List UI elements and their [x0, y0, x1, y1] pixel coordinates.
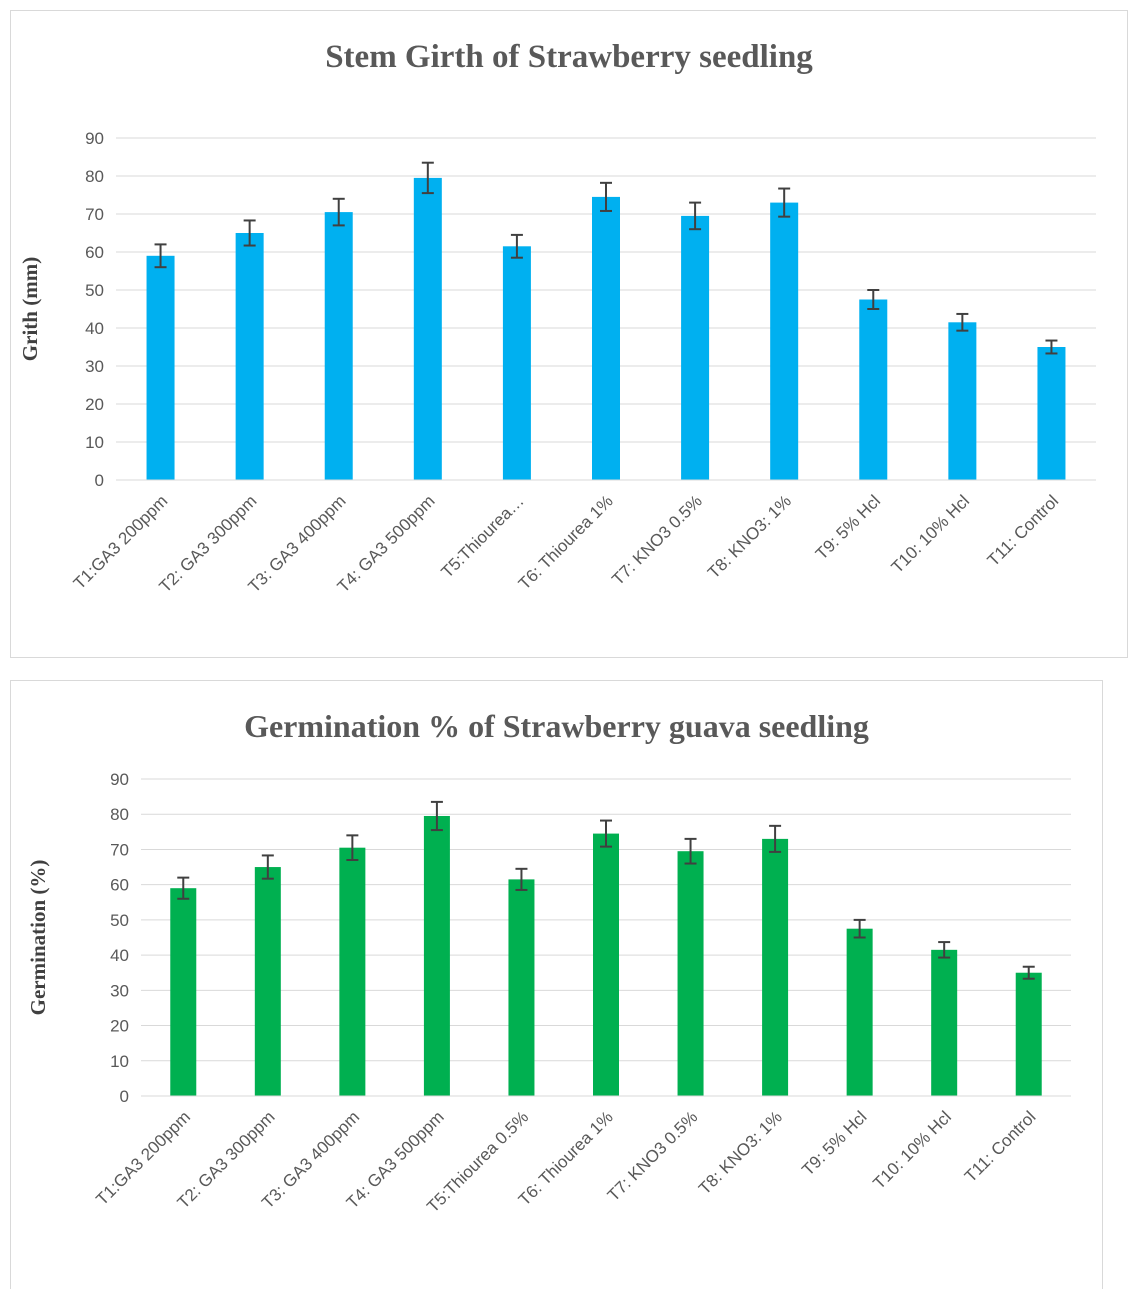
- y-tick-label: 60: [110, 876, 129, 895]
- y-tick-label: 50: [110, 911, 129, 930]
- y-tick-label: 0: [120, 1087, 129, 1106]
- y-axis-label: Grith (mm): [18, 257, 42, 361]
- x-tick-label: T11: Control: [961, 1107, 1040, 1186]
- x-tick-label: T5:Thiourea…: [437, 491, 527, 581]
- y-tick-label: 30: [85, 357, 104, 376]
- y-tick-label: 20: [110, 1017, 129, 1036]
- stem-girth-chart: Stem Girth of Strawberry seedling 0 10 20 3…: [10, 10, 1128, 658]
- bar: [339, 847, 366, 1096]
- bar: [1037, 347, 1066, 480]
- x-tick-label: T10: 10% Hcl: [869, 1107, 955, 1193]
- y-tick-label: 60: [85, 243, 104, 262]
- y-tick-label: 50: [85, 281, 104, 300]
- y-tick-label: 90: [110, 770, 129, 789]
- bar: [931, 949, 958, 1096]
- x-tick-label: T9: 5% Hcl: [812, 491, 884, 563]
- y-tick-label: 70: [110, 840, 129, 859]
- bar: [681, 215, 710, 480]
- bar: [770, 202, 799, 480]
- y-tick-label: 40: [85, 319, 104, 338]
- y-tick-label: 10: [110, 1052, 129, 1071]
- bar: [254, 867, 281, 1096]
- y-tick-label: 90: [85, 129, 104, 148]
- bar: [762, 838, 789, 1096]
- bar: [846, 928, 873, 1096]
- bar: [170, 888, 197, 1096]
- x-tick-label: T7: KNO3 0.5%: [604, 1107, 702, 1205]
- bar: [1015, 972, 1042, 1096]
- y-tick-label: 20: [85, 395, 104, 414]
- stem-girth-plot: 0 10 20 30 40 50 60 70 80 90 Grith (mm) T1:GA3 200p…: [18, 129, 1096, 596]
- x-tick-label: T4: GA3 500ppm: [334, 491, 439, 596]
- x-tick-label: T9: 5% Hcl: [798, 1107, 870, 1179]
- bar: [508, 879, 535, 1096]
- bar: [502, 246, 531, 480]
- x-tick-label: T3: GA3 400ppm: [245, 491, 350, 596]
- y-tick-label: 30: [110, 981, 129, 1000]
- y-axis-label: Germination (%): [26, 860, 50, 1016]
- bar: [324, 212, 353, 480]
- y-tick-label: 0: [95, 471, 104, 490]
- x-tick-label: T1:GA3 200ppm: [70, 491, 172, 593]
- x-tick-label: T11: Control: [984, 491, 1063, 570]
- y-tick-label: 10: [85, 433, 104, 452]
- chart-title: Germination % of Strawberry guava seedli…: [244, 708, 869, 744]
- bar: [592, 196, 620, 480]
- x-tick-label: T10: 10% Hcl: [888, 491, 974, 577]
- germination-chart: Germination % of Strawberry guava seedli…: [10, 680, 1103, 1289]
- bar: [859, 299, 888, 480]
- bar: [413, 177, 442, 480]
- x-tick-label: T6: Thiourea 1%: [515, 491, 617, 593]
- chart-title: Stem Girth of Strawberry seedling: [325, 39, 813, 75]
- x-tick-label: T7: KNO3 0.5%: [608, 491, 706, 589]
- bar: [677, 851, 704, 1096]
- bar: [593, 833, 619, 1096]
- y-tick-label: 40: [110, 946, 129, 965]
- bar: [235, 233, 264, 480]
- bar: [146, 255, 175, 480]
- x-tick-label: T2: GA3 300ppm: [155, 491, 260, 596]
- x-tick-label: T8: KNO3: 1%: [704, 491, 795, 582]
- y-tick-label: 80: [110, 805, 129, 824]
- y-tick-label: 70: [85, 205, 104, 224]
- bar: [423, 815, 450, 1096]
- y-tick-label: 80: [85, 167, 104, 186]
- x-tick-label: T8: KNO3: 1%: [695, 1107, 786, 1198]
- bar: [948, 322, 977, 480]
